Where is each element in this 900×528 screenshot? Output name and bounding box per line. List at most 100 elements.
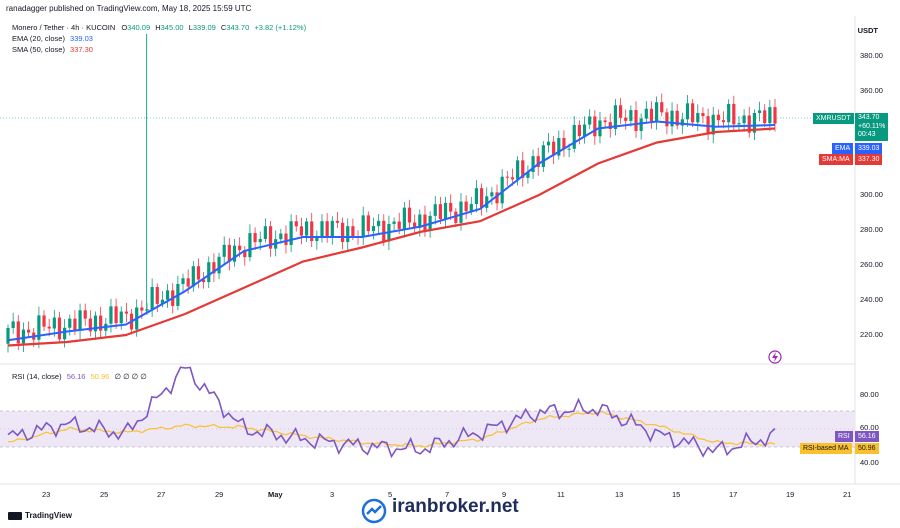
candle-body[interactable] [248, 233, 252, 258]
candle-body[interactable] [691, 103, 695, 123]
candle-body[interactable] [742, 115, 746, 124]
candle-body[interactable] [6, 328, 10, 344]
candle-body[interactable] [68, 318, 72, 328]
candle-body[interactable] [284, 233, 288, 245]
candle-body[interactable] [696, 112, 700, 123]
candle-body[interactable] [685, 103, 690, 120]
candle-body[interactable] [155, 287, 159, 304]
rsi-line[interactable] [7, 366, 776, 459]
candle-body[interactable] [541, 145, 545, 168]
candle-body[interactable] [567, 148, 571, 150]
candle-body[interactable] [438, 204, 443, 220]
candle-body[interactable] [593, 116, 597, 137]
rsi-legend[interactable]: RSI (14, close) 56.16 50.96 ∅ ∅ ∅ ∅ [12, 372, 147, 381]
ema-legend-row[interactable]: EMA (20, close) 339.03 [12, 33, 306, 44]
candle-body[interactable] [371, 226, 376, 232]
candle-body[interactable] [258, 238, 262, 243]
candle-body[interactable] [382, 220, 386, 242]
candle-body[interactable] [196, 266, 201, 280]
candle-body[interactable] [114, 306, 118, 324]
candle-body[interactable] [670, 110, 674, 127]
candle-body[interactable] [377, 220, 381, 227]
candle-body[interactable] [618, 105, 623, 118]
candle-body[interactable] [485, 196, 489, 208]
candle-body[interactable] [572, 124, 576, 149]
candle-body[interactable] [325, 221, 329, 237]
candle-body[interactable] [454, 211, 458, 223]
candle-body[interactable] [78, 310, 82, 331]
candle-body[interactable] [516, 160, 520, 180]
candle-body[interactable] [474, 188, 479, 205]
rsi-ma-line[interactable] [7, 410, 776, 448]
candle-body[interactable] [680, 119, 684, 126]
candle-body[interactable] [340, 222, 345, 243]
candle-body[interactable] [191, 266, 195, 287]
candle-body[interactable] [16, 321, 20, 344]
candle-body[interactable] [418, 214, 422, 228]
candle-body[interactable] [366, 215, 370, 232]
candle-body[interactable] [413, 222, 417, 228]
sma-line[interactable] [7, 127, 776, 347]
candle-body[interactable] [279, 233, 283, 240]
candle-body[interactable] [479, 188, 484, 208]
candle-body[interactable] [304, 221, 309, 236]
symbol-row[interactable]: Monero / Tether · 4h · KUCOIN O340.09 H3… [12, 22, 306, 33]
candle-body[interactable] [443, 202, 448, 220]
candle-body[interactable] [351, 226, 355, 236]
candle-body[interactable] [11, 321, 15, 328]
candle-body[interactable] [449, 202, 453, 212]
candle-body[interactable] [603, 120, 607, 123]
candle-body[interactable] [665, 112, 669, 127]
candle-body[interactable] [552, 141, 556, 156]
candle-body[interactable] [26, 329, 31, 333]
candle-body[interactable] [37, 315, 41, 340]
candle-body[interactable] [165, 290, 170, 300]
candle-body[interactable] [361, 215, 365, 237]
candle-body[interactable] [546, 141, 551, 146]
candle-body[interactable] [557, 138, 561, 156]
candle-body[interactable] [299, 226, 304, 236]
candle-body[interactable] [608, 122, 612, 129]
candle-body[interactable] [613, 105, 618, 129]
candle-body[interactable] [124, 311, 128, 314]
candle-body[interactable] [212, 262, 216, 274]
candle-body[interactable] [119, 311, 123, 324]
candle-body[interactable] [315, 236, 319, 242]
candle-body[interactable] [577, 124, 581, 137]
candle-body[interactable] [207, 262, 211, 283]
candle-body[interactable] [73, 318, 77, 331]
lightning-icon[interactable] [768, 350, 782, 364]
candle-body[interactable] [140, 307, 144, 311]
candle-body[interactable] [42, 315, 46, 327]
candle-body[interactable] [83, 310, 87, 319]
candle-body[interactable] [99, 315, 103, 331]
candle-body[interactable] [160, 299, 165, 304]
candle-body[interactable] [21, 329, 26, 344]
candle-body[interactable] [629, 110, 633, 121]
candle-body[interactable] [52, 317, 56, 329]
candle-body[interactable] [582, 124, 587, 137]
candle-body[interactable] [253, 233, 257, 243]
candle-body[interactable] [181, 278, 185, 284]
candle-body[interactable] [222, 244, 226, 257]
candle-body[interactable] [644, 108, 648, 119]
candle-body[interactable] [727, 103, 731, 123]
candle-body[interactable] [402, 207, 406, 229]
tradingview-brand[interactable]: TradingView [8, 511, 72, 520]
candle-body[interactable] [526, 172, 530, 178]
candle-body[interactable] [521, 160, 525, 178]
candle-body[interactable] [716, 114, 720, 121]
price-axis-currency[interactable]: USDT [857, 26, 878, 35]
candle-body[interactable] [649, 108, 654, 122]
candle-body[interactable] [294, 221, 298, 227]
candle-body[interactable] [773, 107, 777, 124]
candle-body[interactable] [150, 287, 154, 310]
candle-body[interactable] [675, 110, 679, 126]
candle-body[interactable] [397, 221, 401, 229]
candle-body[interactable] [655, 102, 659, 122]
candle-body[interactable] [63, 327, 67, 340]
candle-body[interactable] [757, 110, 762, 114]
candle-body[interactable] [335, 220, 340, 223]
candle-body[interactable] [732, 103, 736, 125]
candle-body[interactable] [57, 317, 62, 340]
